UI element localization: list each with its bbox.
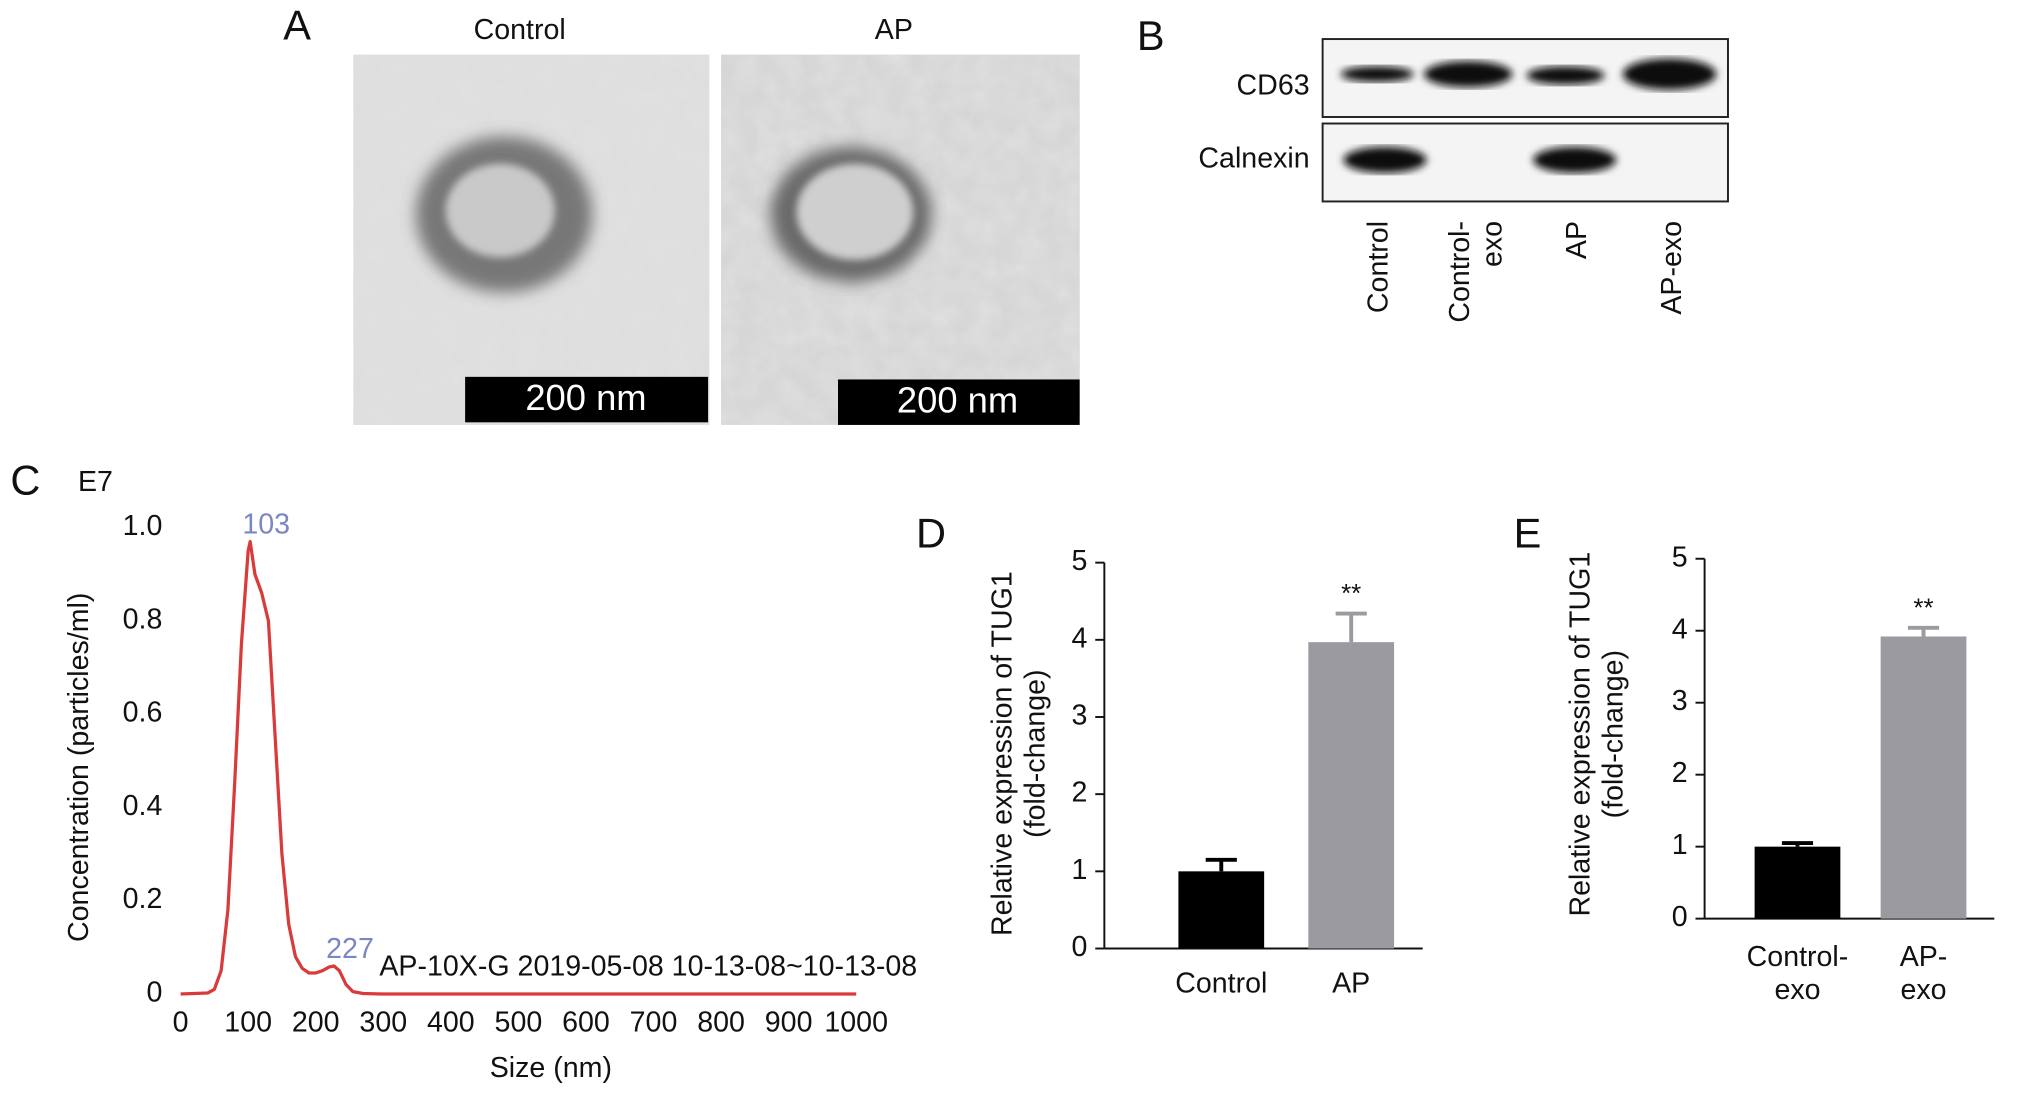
lane-label: AP-exo — [1656, 221, 1688, 315]
x-tick-label: 900 — [765, 1006, 813, 1038]
blot-row-label: CD63 — [1237, 70, 1310, 102]
y-axis-label: Concentration (particles/ml) — [63, 593, 95, 942]
blot-row-label: Calnexin — [1198, 142, 1309, 174]
x-tick-label: Control-exo — [1747, 941, 1849, 1006]
y-tick-label: 0 — [1072, 931, 1088, 963]
lane-label: AP — [1561, 221, 1593, 259]
data-line — [180, 539, 857, 996]
panel-letter: B — [1137, 12, 1165, 59]
bar — [1308, 642, 1395, 949]
y-tick-label: 4 — [1672, 613, 1688, 645]
bar — [1754, 846, 1841, 919]
x-tick-label: AP — [1332, 967, 1370, 999]
scale-bar-label: 200 nm — [525, 377, 646, 418]
micrograph: 200 nm — [353, 54, 710, 425]
x-tick-label: 600 — [562, 1006, 610, 1038]
western-blot — [1321, 38, 1729, 203]
y-tick-label: 5 — [1672, 541, 1688, 573]
y-tick-label: 4 — [1072, 622, 1088, 654]
y-tick-label: 2 — [1072, 777, 1088, 809]
peak-label: 103 — [242, 509, 290, 541]
annotation: AP-10X-G 2019-05-08 10-13-08~10-13-08 — [379, 951, 917, 983]
x-tick-label: 0 — [173, 1006, 189, 1038]
lane-label: Control-exo — [1443, 221, 1508, 323]
panel-letter: C — [10, 456, 40, 503]
y-tick-label: 3 — [1672, 685, 1688, 717]
y-tick-label: 0.4 — [123, 790, 163, 822]
y-tick-label: 3 — [1072, 700, 1088, 732]
bar — [1178, 871, 1265, 949]
bar — [1880, 636, 1967, 919]
x-tick-label: 500 — [495, 1006, 543, 1038]
y-tick-label: 0 — [146, 977, 162, 1009]
multiplier-label: E7 — [78, 466, 113, 498]
y-tick-label: 0.8 — [123, 603, 163, 635]
micrograph: 200 nm — [721, 54, 1080, 425]
panel-letter: E — [1514, 510, 1542, 557]
x-tick-label: Control — [1175, 967, 1267, 999]
panel-letter: D — [916, 510, 946, 557]
y-tick-label: 1.0 — [123, 510, 163, 542]
peak-label: 227 — [326, 933, 374, 965]
y-tick-label: 1 — [1672, 829, 1688, 861]
x-tick-label: 700 — [630, 1006, 678, 1038]
x-tick-label: 1000 — [824, 1006, 888, 1038]
x-tick-label: AP-exo — [1900, 941, 1948, 1006]
image-label: Control — [474, 14, 566, 46]
y-axis-label: Relative expression of TUG1(fold-change) — [986, 571, 1051, 936]
significance-label: ** — [1341, 578, 1361, 608]
x-tick-label: 100 — [224, 1006, 272, 1038]
scale-bar-label: 200 nm — [897, 379, 1018, 420]
y-tick-label: 5 — [1072, 545, 1088, 577]
lane-label: Control — [1362, 221, 1394, 313]
y-axis-label: Relative expression of TUG1(fold-change) — [1564, 552, 1629, 917]
y-tick-label: 1 — [1072, 854, 1088, 886]
x-tick-label: 800 — [697, 1006, 745, 1038]
image-label: AP — [875, 14, 913, 46]
y-tick-label: 0.6 — [123, 697, 163, 729]
x-tick-label: 400 — [427, 1006, 475, 1038]
x-axis-label: Size (nm) — [490, 1052, 612, 1084]
x-tick-label: 200 — [292, 1006, 340, 1038]
significance-label: ** — [1913, 593, 1933, 623]
y-tick-label: 0.2 — [123, 883, 163, 915]
x-tick-label: 300 — [359, 1006, 407, 1038]
panel-letter: A — [283, 2, 311, 49]
y-tick-label: 0 — [1672, 901, 1688, 933]
y-tick-label: 2 — [1672, 757, 1688, 789]
